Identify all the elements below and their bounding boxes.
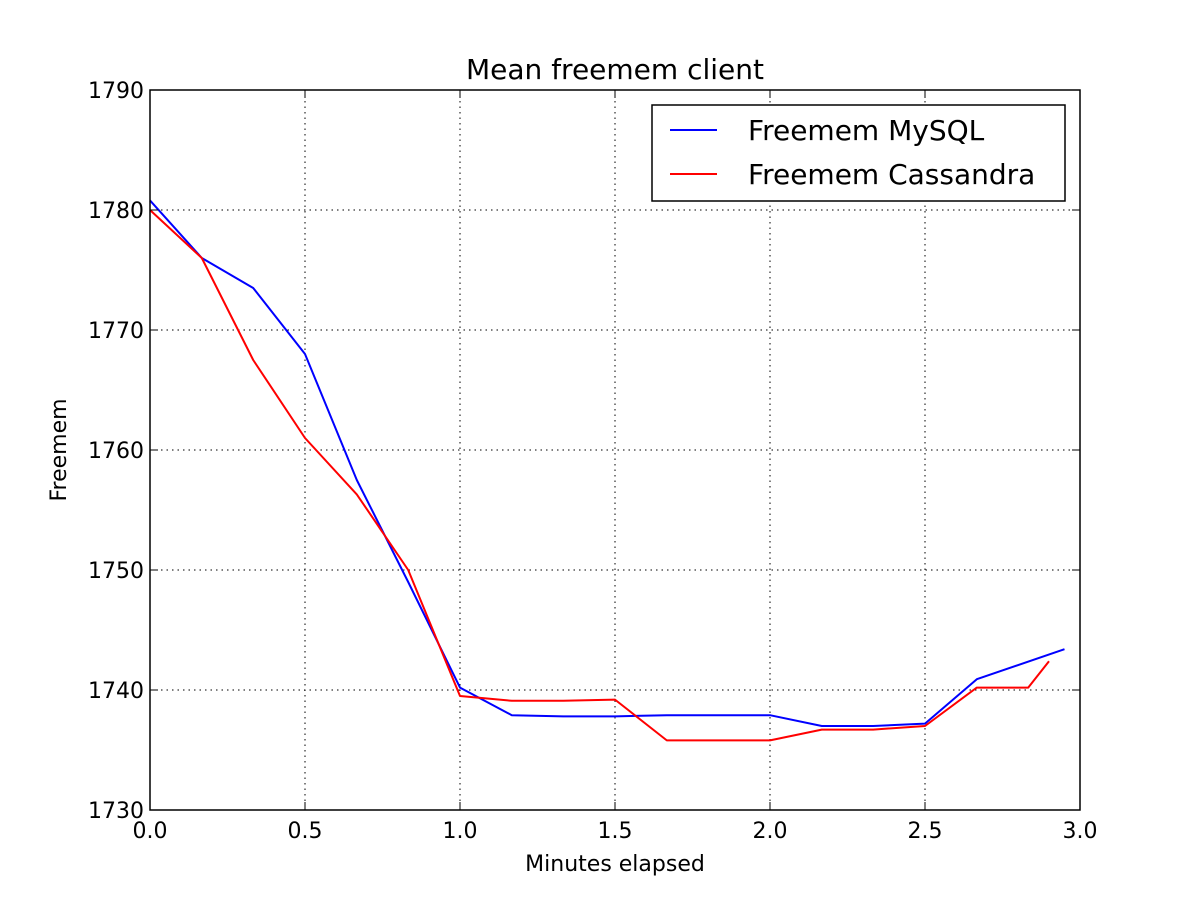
x-axis-label: Minutes elapsed [525, 852, 705, 877]
legend-label-cassandra: Freemem Cassandra [748, 158, 1035, 191]
y-tick-label: 1740 [88, 679, 144, 704]
legend-frame [651, 104, 1066, 202]
x-tick-label: 0.5 [288, 819, 323, 844]
x-tick-label: 2.0 [753, 819, 788, 844]
x-tick-label: 3.0 [1063, 819, 1098, 844]
legend: Freemem MySQL Freemem Cassandra [651, 104, 1066, 202]
x-tick-label: 0.0 [133, 819, 168, 844]
grid-lines [150, 90, 1080, 810]
y-tick-label: 1760 [88, 439, 144, 464]
x-tick-label: 2.5 [908, 819, 943, 844]
x-tick-labels: 0.0 0.5 1.0 1.5 2.0 2.5 3.0 [133, 819, 1098, 844]
series-line-cassandra [149, 209, 1050, 742]
axis-ticks [149, 89, 1081, 811]
series-line-mysql [149, 199, 1065, 727]
series-lines [149, 199, 1065, 742]
y-tick-label: 1770 [88, 319, 144, 344]
legend-label-mysql: Freemem MySQL [748, 114, 985, 147]
y-tick-labels: 1730 1740 1750 1760 1770 1780 1790 [88, 79, 144, 824]
x-tick-label: 1.0 [443, 819, 478, 844]
y-tick-label: 1780 [88, 199, 144, 224]
y-tick-label: 1730 [88, 799, 144, 824]
y-tick-label: 1790 [88, 79, 144, 104]
x-tick-label: 1.5 [598, 819, 633, 844]
y-tick-label: 1750 [88, 559, 144, 584]
y-axis-label: Freemem [47, 398, 72, 501]
chart-title: Mean freemem client [466, 53, 764, 86]
